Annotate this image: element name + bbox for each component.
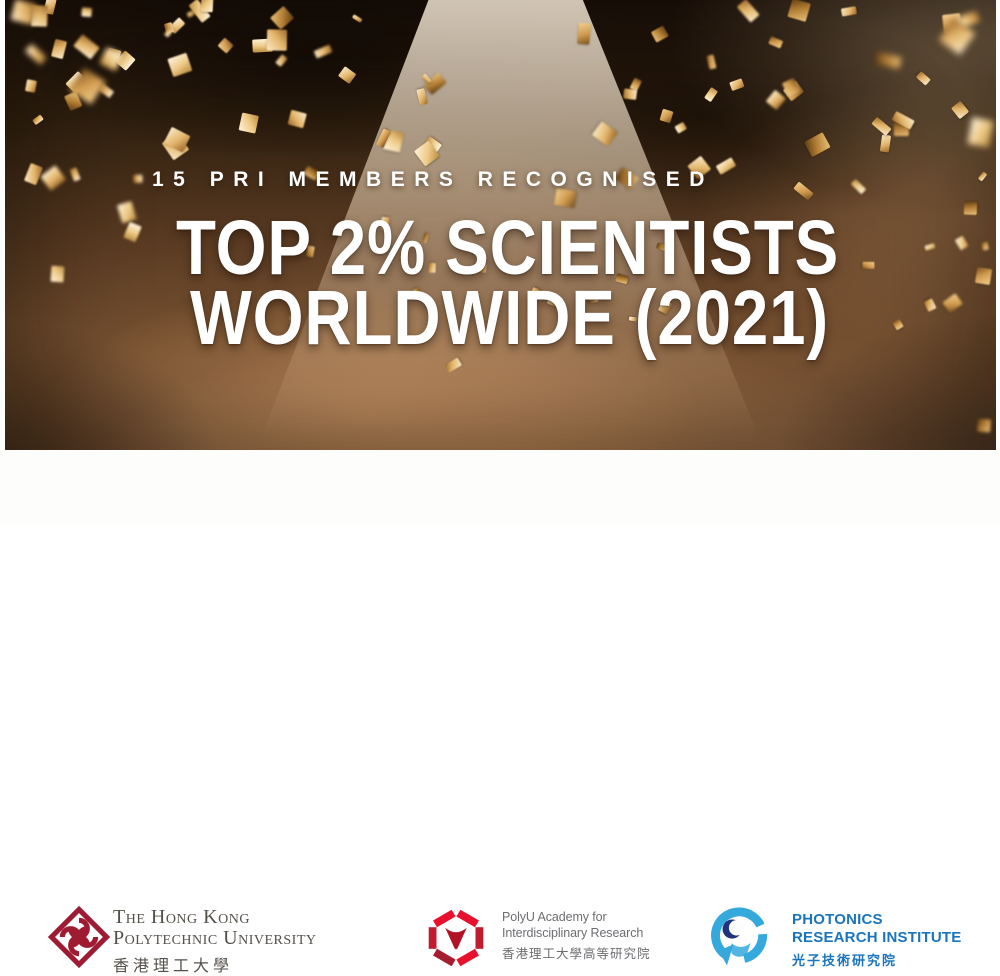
confetto bbox=[23, 163, 43, 186]
confetto bbox=[24, 79, 38, 94]
confetto bbox=[804, 132, 831, 158]
pri-name-zh: 光子技術研究院 bbox=[792, 953, 898, 968]
confetto bbox=[879, 134, 891, 153]
confetto bbox=[923, 297, 937, 312]
confetto bbox=[313, 44, 333, 59]
pair-logo-text: PolyU Academy for Interdisciplinary Rese… bbox=[502, 910, 651, 962]
confetto bbox=[874, 51, 902, 70]
confetto bbox=[954, 235, 969, 251]
confetto bbox=[591, 121, 618, 147]
confetto bbox=[270, 5, 295, 31]
pri-logo-text: PHOTONICS RESEARCH INSTITUTE 光子技術研究院 bbox=[792, 911, 961, 969]
confetto bbox=[765, 90, 786, 111]
confetto bbox=[123, 222, 142, 243]
confetto bbox=[69, 167, 81, 182]
confetto bbox=[266, 29, 287, 51]
confetto bbox=[217, 37, 234, 54]
confetto bbox=[337, 66, 357, 85]
confetto bbox=[703, 86, 718, 102]
polyu-logo-icon bbox=[47, 905, 111, 969]
confetto bbox=[200, 0, 214, 13]
polyu-name-en-line2: Polytechnic University bbox=[113, 927, 317, 949]
confetto bbox=[941, 292, 963, 313]
confetto bbox=[31, 113, 44, 125]
confetto bbox=[650, 25, 669, 43]
confetto bbox=[974, 267, 992, 286]
confetto bbox=[288, 110, 308, 129]
confetto bbox=[793, 180, 814, 200]
confetto bbox=[623, 89, 638, 101]
pri-name-en-line2: RESEARCH INSTITUTE bbox=[792, 929, 962, 946]
confetto bbox=[133, 174, 143, 183]
confetto bbox=[967, 116, 994, 148]
banner-headline-line1: TOP 2% SCIENTISTS bbox=[176, 205, 840, 291]
confetto bbox=[24, 44, 47, 65]
confetto bbox=[963, 201, 978, 215]
polyu-name-en-line1: The Hong Kong bbox=[113, 906, 250, 928]
confetto bbox=[923, 243, 936, 252]
confetto bbox=[706, 54, 717, 70]
pair-name-en-line1: PolyU Academy for bbox=[502, 910, 607, 924]
pair-logo-icon bbox=[428, 909, 484, 967]
confetto bbox=[841, 6, 858, 17]
confetto bbox=[674, 122, 688, 135]
pri-name-en-line1: PHOTONICS bbox=[792, 911, 883, 928]
confetto bbox=[238, 112, 260, 134]
banner-kicker: 15 PRI MEMBERS RECOGNISED bbox=[152, 168, 714, 191]
banner-headline-line2: WORLDWIDE (2021) bbox=[190, 275, 830, 361]
pri-logo-icon bbox=[711, 907, 768, 966]
confetto bbox=[274, 53, 288, 67]
confetto bbox=[420, 73, 431, 84]
pair-name-en-line2: Interdisciplinary Research bbox=[502, 925, 644, 940]
confetto bbox=[980, 241, 989, 251]
pair-name-zh: 香港理工大學高等研究院 bbox=[502, 947, 651, 961]
confetto bbox=[40, 164, 67, 192]
confetto bbox=[768, 36, 784, 49]
confetto bbox=[117, 201, 138, 224]
logo-bar: The Hong Kong Polytechnic University 香港理… bbox=[0, 450, 1000, 975]
polyu-name-zh: 香港理工大學 bbox=[113, 958, 234, 975]
confetto bbox=[728, 77, 745, 91]
polyu-logo-text: The Hong Kong Polytechnic University 香港理… bbox=[113, 907, 316, 976]
confetto bbox=[50, 265, 65, 283]
confetto bbox=[73, 34, 101, 60]
confetto bbox=[951, 100, 970, 119]
confetto bbox=[577, 22, 591, 45]
confetto bbox=[787, 0, 811, 22]
confetto bbox=[915, 70, 932, 86]
confetto bbox=[977, 419, 992, 433]
confetto bbox=[167, 52, 193, 77]
confetto bbox=[50, 39, 68, 61]
confetto bbox=[659, 108, 674, 124]
confetto bbox=[81, 7, 93, 18]
banner-photo: 15 PRI MEMBERS RECOGNISED TOP 2% SCIENTI… bbox=[5, 0, 996, 450]
confetto bbox=[416, 87, 428, 106]
confetto bbox=[871, 117, 892, 136]
confetto bbox=[351, 14, 363, 24]
confetto bbox=[892, 318, 904, 331]
confetto bbox=[862, 261, 875, 269]
confetto bbox=[850, 178, 867, 195]
confetto bbox=[736, 0, 760, 24]
confetto bbox=[715, 156, 736, 175]
confetto bbox=[978, 171, 988, 182]
